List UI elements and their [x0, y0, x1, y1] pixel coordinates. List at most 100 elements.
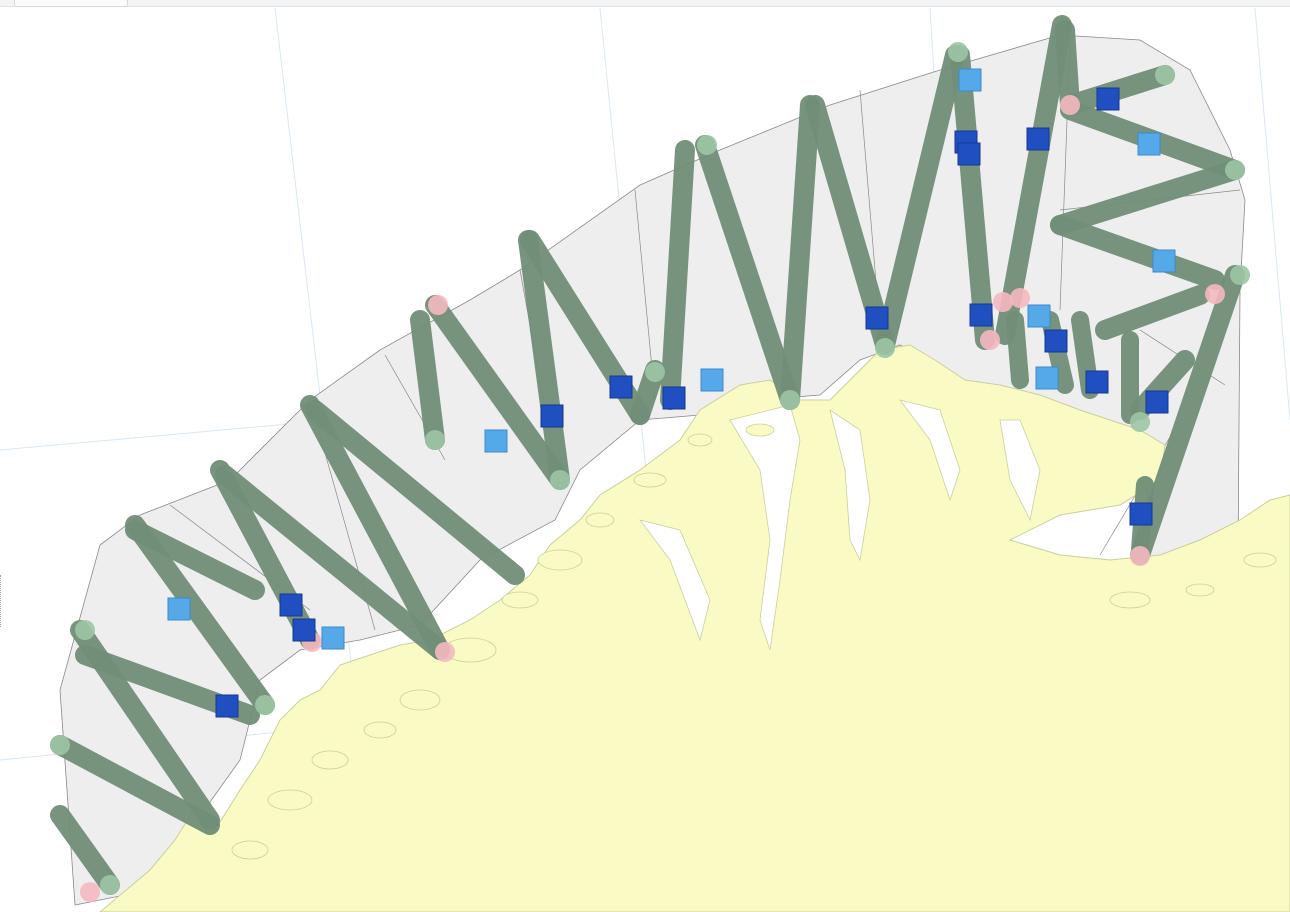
survey-track-line — [1006, 311, 1029, 389]
land-island — [687, 433, 713, 447]
survey-track-line — [50, 805, 120, 895]
station-marker-dark — [1129, 502, 1153, 526]
station-marker-dark — [215, 694, 239, 718]
land-layer — [99, 344, 1290, 912]
station-marker-dark — [969, 303, 993, 327]
land-island — [633, 472, 667, 488]
survey-track-line — [875, 45, 965, 355]
station-marker-light — [958, 68, 982, 92]
fjord-water — [729, 404, 801, 651]
station-marker-light — [484, 429, 508, 453]
track-end-circle — [50, 735, 70, 755]
land-island — [1185, 583, 1215, 597]
track-end-circle — [425, 430, 445, 450]
station-markers-layer — [167, 68, 1176, 718]
station-marker-light — [700, 368, 724, 392]
track-start-circle — [428, 295, 448, 315]
land-island — [311, 750, 349, 770]
track-start-circle — [980, 330, 1000, 350]
map-edge-handle[interactable] — [0, 575, 4, 627]
track-start-circle — [80, 882, 100, 902]
land-island — [1243, 552, 1277, 568]
land-island — [363, 721, 397, 739]
survey-track-line — [1095, 285, 1210, 340]
survey-track-line — [125, 515, 275, 715]
fjord-water — [899, 399, 961, 502]
track-end-circle — [1155, 65, 1175, 85]
track-start-circle — [435, 642, 455, 662]
station-marker-dark — [1096, 87, 1120, 111]
land-island — [501, 591, 539, 609]
station-marker-dark — [1026, 127, 1050, 151]
track-end-circle — [780, 390, 800, 410]
land-island — [1109, 591, 1151, 609]
survey-track-line — [1055, 20, 1080, 115]
station-marker-dark — [1085, 370, 1109, 394]
fjord-water — [999, 419, 1041, 522]
track-end-circle — [875, 338, 895, 358]
station-marker-dark — [1145, 390, 1169, 414]
station-marker-dark — [957, 142, 981, 166]
survey-track-line — [950, 45, 995, 350]
track-end-circle — [75, 620, 95, 640]
station-marker-light — [167, 597, 191, 621]
survey-track-line — [518, 230, 570, 490]
land-island — [267, 789, 313, 811]
station-marker-dark — [609, 375, 633, 399]
track-endpoints-layer — [50, 42, 1250, 902]
survey-track-line — [660, 140, 695, 410]
track-end-circle — [1230, 265, 1250, 285]
track-end-circle — [645, 362, 665, 382]
survey-track-line — [425, 295, 570, 490]
track-start-circle — [1010, 288, 1030, 308]
station-marker-dark — [662, 386, 686, 410]
survey-track-line — [1050, 215, 1225, 290]
track-end-circle — [255, 695, 275, 715]
land-island — [745, 423, 775, 437]
track-end-circle — [948, 42, 968, 62]
station-marker-light — [1027, 304, 1051, 328]
survey-track-line — [215, 465, 450, 660]
land-island — [537, 549, 583, 571]
track-end-circle — [697, 135, 717, 155]
station-marker-dark — [865, 306, 889, 330]
survey-track-line — [50, 735, 220, 835]
fjord-water — [639, 519, 711, 642]
track-start-circle — [993, 292, 1013, 312]
survey-track-line — [695, 135, 800, 410]
station-marker-dark — [1044, 329, 1068, 353]
station-marker-light — [1035, 366, 1059, 390]
track-end-circle — [1225, 160, 1245, 180]
survey-track-line — [125, 520, 265, 600]
fjord-water — [829, 409, 871, 562]
station-marker-dark — [279, 593, 303, 617]
survey-track-line — [300, 395, 450, 660]
station-marker-light — [1152, 249, 1176, 273]
survey-track-line — [995, 15, 1072, 345]
station-marker-light — [321, 626, 345, 650]
survey-track-line — [780, 95, 820, 410]
track-start-circle — [1205, 284, 1225, 304]
station-marker-dark — [540, 404, 564, 428]
survey-tracks-layer — [50, 15, 1245, 895]
land-island — [585, 512, 615, 528]
station-marker-dark — [292, 618, 316, 642]
track-start-circle — [1060, 95, 1080, 115]
track-end-circle — [100, 875, 120, 895]
track-end-circle — [1130, 412, 1150, 432]
survey-track-line — [805, 95, 895, 355]
survey-track-line — [1050, 160, 1245, 235]
land-island — [399, 689, 441, 711]
survey-track-line — [410, 310, 445, 450]
survey-track-line — [305, 400, 525, 585]
toolbar-tab[interactable] — [14, 0, 128, 7]
land-island — [231, 840, 269, 860]
graticule-line — [1254, 7, 1290, 421]
map-top-toolbar-strip — [0, 0, 1290, 7]
survey-track-line — [1130, 265, 1245, 565]
track-end-circle — [550, 470, 570, 490]
station-marker-light — [1137, 132, 1161, 156]
track-start-circle — [1130, 546, 1150, 566]
